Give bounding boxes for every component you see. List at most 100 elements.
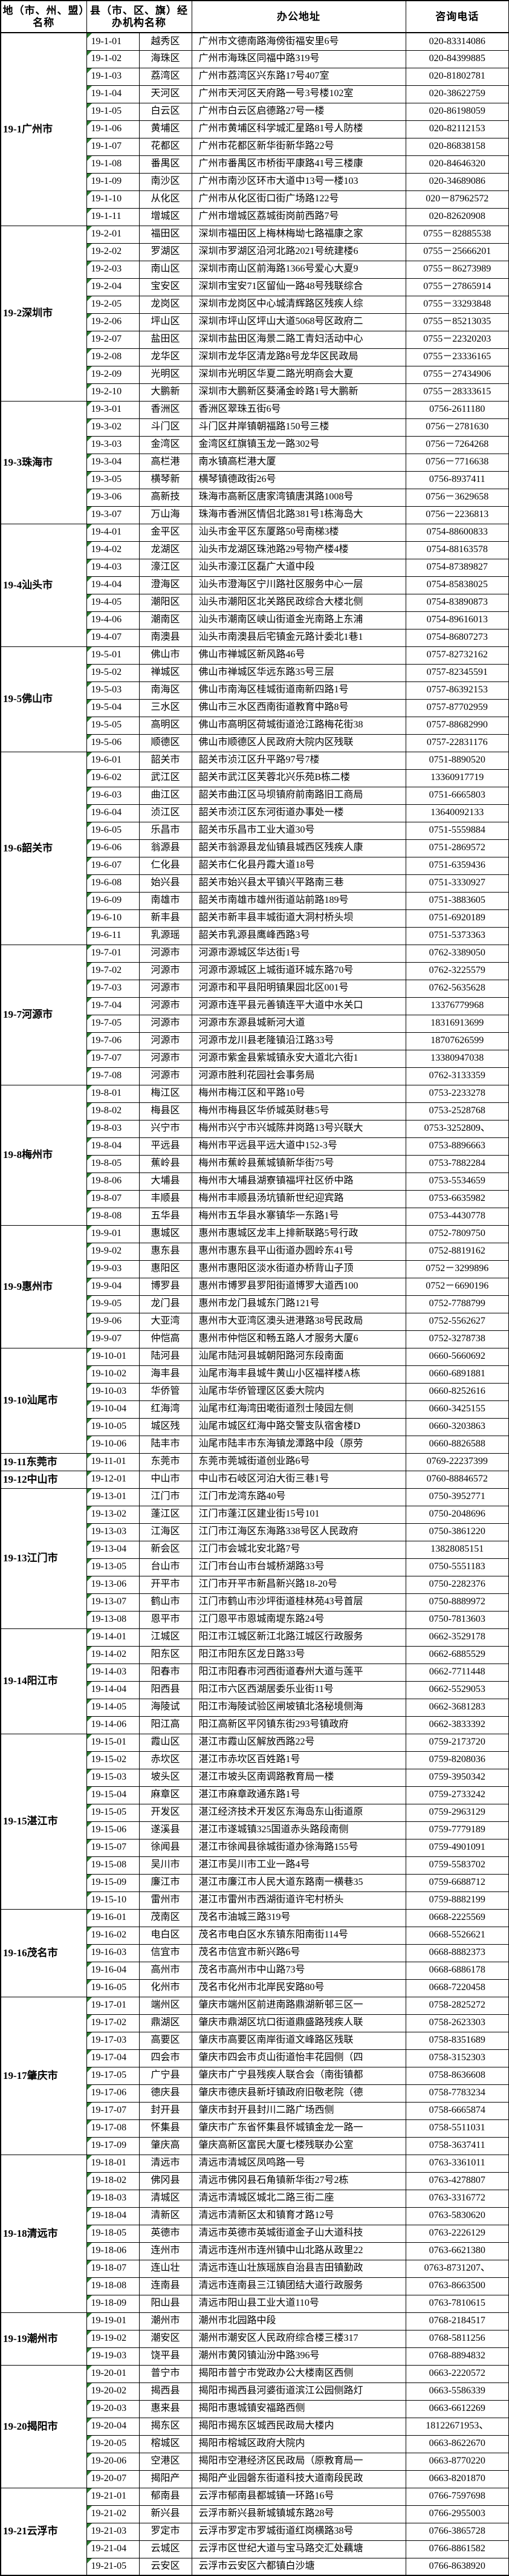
office-address-cell: 金湾区红旗镇玉龙一路302号	[191, 435, 406, 454]
table-row: 19-20-02 揭西县 揭阳市揭西县河婆街道滨江公园侧路灯 0663-5586339	[1, 2382, 509, 2401]
county-name-cell: 高新技	[138, 488, 192, 507]
county-name-cell: 清城区	[138, 2189, 192, 2208]
row-code-cell: 19-13-01	[86, 1488, 140, 1506]
cell-flag-triangle-icon	[87, 910, 92, 915]
table-row: 19-17肇庆市 19-17-01 端州区 肇庆市端州区前进南路鼎湖新邨三区一 0758…	[0, 1996, 509, 2155]
phone-number-cell: 0750-3861220	[405, 1523, 509, 1541]
table-row: 19-10-04 红海湾 汕尾市红海湾田墘街道烈士陵园左侧 0660-3425155	[1, 1400, 509, 1419]
cell-flag-triangle-icon	[87, 1892, 92, 1897]
county-name-cell: 佛山市	[138, 646, 192, 665]
row-code-cell: 19-1-03	[86, 67, 140, 86]
office-address-cell: 汕头市龙湖区珠池路29号物产楼4楼	[191, 541, 406, 559]
prefecture-cell: 19-21云浮市	[0, 2487, 87, 2576]
county-name-cell: 遂溪县	[138, 1821, 192, 1839]
county-name-cell: 天河区	[138, 85, 192, 103]
office-address-cell: 揭阳市普宁市党政办公大楼南区西侧	[191, 2364, 406, 2383]
cell-flag-triangle-icon	[87, 261, 92, 266]
row-code-cell: 19-16-03	[86, 1943, 140, 1962]
cell-flag-triangle-icon	[87, 1524, 92, 1529]
phone-number-cell: 0763-8731207、	[405, 2259, 509, 2278]
row-code-cell: 19-15-08	[86, 1856, 140, 1875]
phone-number-cell: 0663-6612269	[405, 2399, 509, 2418]
table-row: 19-2-07 盐田区 深圳市盐田区海景二路工青妇活动中心 0755－22320203	[1, 330, 509, 349]
row-code-cell: 19-9-04	[86, 1277, 140, 1296]
cell-flag-triangle-icon	[87, 1910, 92, 1914]
office-address-cell: 广州市文德南路海傍街福安里6号	[191, 32, 406, 51]
phone-number-cell: 0763-6621380	[405, 2242, 509, 2260]
office-address-cell: 清远市连山壮族瑶族自治县吉田镇勤政	[191, 2259, 406, 2278]
phone-number-cell: 0762-3389050	[405, 944, 509, 963]
table-row: 19-17-03 高要区 肇庆市高要区南岸街道文峰路区残联 0758-8351689	[1, 2031, 509, 2050]
cell-flag-triangle-icon	[87, 998, 92, 1003]
phone-number-cell: 0663-8201870	[405, 2470, 509, 2488]
office-address-cell: 肇庆市封开县封川二路广场西侧	[191, 2101, 406, 2120]
office-address-cell: 惠州市惠东县平山街道办圆岭东41号	[191, 1242, 406, 1261]
office-address-cell: 湛江市霞山区解放西路22号	[191, 1733, 406, 1752]
phone-number-cell: 0768-5811256	[405, 2329, 509, 2348]
cell-flag-triangle-icon	[87, 928, 92, 932]
prefecture-cell: 19-15湛江市	[0, 1733, 87, 1910]
row-code-cell: 19-6-08	[86, 874, 140, 893]
office-address-cell: 横琴镇德政街26号	[191, 470, 406, 489]
cell-flag-triangle-icon	[87, 805, 92, 810]
county-name-cell: 大鹏新	[138, 383, 192, 402]
phone-number-cell: 0660-5660692	[405, 1347, 509, 1366]
cell-flag-triangle-icon	[87, 226, 92, 231]
row-code-cell: 19-3-07	[86, 506, 140, 524]
table-row: 19-5佛山市 19-5-01 佛山市 佛山市禅城区新风路46号 0757-827321…	[0, 646, 509, 752]
table-row: 19-1-04 天河区 广州市天河区天府路一号3号楼102室 020-38622759	[1, 85, 509, 103]
table-row: 19-16-05 化州市 茂名市化州市北岸民安路80号 0668-7220458	[1, 1979, 509, 1997]
office-address-cell: 肇庆市德庆县新圩镇政府旧敬老院（德	[191, 2084, 406, 2103]
office-address-cell: 汕头市澄海区宁川路社区服务中心一层	[191, 576, 406, 594]
table-row: 19-3-06 高新技 珠海市高新区唐家湾镇唐淇路1008号 0756－3629658	[1, 488, 509, 507]
table-row: 19-18-02 佛冈县 清远市佛冈县石角镇新华街27号2栋 0763-4278807	[1, 2171, 509, 2190]
office-address-cell: 深圳市龙华区清龙路8号龙华区民政局	[191, 348, 406, 366]
cell-flag-triangle-icon	[87, 2225, 92, 2230]
county-name-cell: 清新区	[138, 2207, 192, 2225]
phone-number-cell: 0757-86392153	[405, 681, 509, 700]
county-name-cell: 江门市	[138, 1488, 192, 1506]
office-address-cell: 佛山市禅城区华远东路35号三层	[191, 663, 406, 682]
cell-flag-triangle-icon	[87, 893, 92, 897]
table-row: 19-1-06 黄埔区 广州市黄埔区科学城汇星路81号人防楼 020-82112153	[1, 120, 509, 138]
cell-flag-triangle-icon	[87, 1804, 92, 1809]
row-code-cell: 19-14-02	[86, 1645, 140, 1664]
cell-flag-triangle-icon	[87, 2506, 92, 2511]
cell-flag-triangle-icon	[87, 1050, 92, 1055]
office-address-cell: 揭阳市榕城区政府大院内	[191, 2435, 406, 2453]
county-name-cell: 茂南区	[138, 1908, 192, 1927]
phone-number-cell: 0756－2781630	[405, 418, 509, 437]
table-row: 19-4-04 澄海区 汕头市澄海区宁川路社区服务中心一层 0754-85838025	[1, 576, 509, 594]
office-address-cell: 湛江市遂城镇325国道赤头路段南侧	[191, 1821, 406, 1839]
cell-flag-triangle-icon	[87, 2173, 92, 2178]
office-address-cell: 珠海市香洲区情侣北路381号1栋海岛大	[191, 506, 406, 524]
county-name-cell: 榕城区	[138, 2435, 192, 2453]
phone-number-cell: 0757-87702959	[405, 698, 509, 717]
table-row: 19-21-03 罗定市 云浮市罗定市罗城街道红岗横路38号 0766-3865728	[1, 2522, 509, 2541]
table-row: 19-14阳江市 19-14-01 江城区 阳江市江城区新江北路江城区行政服务 0662…	[0, 1628, 509, 1734]
table-row: 19-10-02 海丰县 汕尾市海丰县城牛黄山小区福祥楼A栋 0660-6891881	[1, 1365, 509, 1384]
row-code-cell: 19-2-05	[86, 295, 140, 314]
county-name-cell: 越秀区	[138, 32, 192, 51]
row-code-cell: 19-8-04	[86, 1137, 140, 1156]
cell-flag-triangle-icon	[87, 1085, 92, 1090]
cell-flag-triangle-icon	[87, 2330, 92, 2335]
table-row: 19-13-02 蓬江区 江门市蓬江区建业街15号101 0750-2048696	[1, 1505, 509, 1524]
table-row: 19-10-03 华侨管 汕尾市华侨管理区区委大院内 0660-8252616	[1, 1382, 509, 1401]
county-name-cell: 白云区	[138, 102, 192, 121]
office-address-cell: 梅州市五华县水寨镇华一东路1号	[191, 1207, 406, 1226]
office-address-cell: 佛山市高明区荷城街道沧江路梅花街38	[191, 716, 406, 735]
table-row: 19-21-04 云城区 云浮市区世纪大道与宝马路交汇处藕塘 0766-8861582	[1, 2540, 509, 2558]
table-row: 19-6-03 曲江区 韶关市曲江区马坝镇府前南路旧工商局 0751-6665803	[1, 786, 509, 805]
phone-number-cell: 0752－3299896	[405, 1260, 509, 1278]
office-address-cell: 广州市海珠区同福中路319号	[191, 50, 406, 68]
row-code-cell: 19-18-06	[86, 2242, 140, 2260]
phone-number-cell: 0751-3330927	[405, 874, 509, 893]
phone-number-cell: 0759-2733242	[405, 1786, 509, 1804]
phone-number-cell: 020-81802781	[405, 67, 509, 86]
office-address-cell: 韶关市曲江区马坝镇府前南路旧工商局	[191, 786, 406, 805]
county-name-cell: 阳春市	[138, 1663, 192, 1682]
table-row: 19-14-03 阳春市 阳江市阳春市河西街道春州大道与莲平 0662-7711448	[1, 1663, 509, 1682]
row-code-cell: 19-17-05	[86, 2066, 140, 2085]
phone-number-cell: 020-84399885	[405, 50, 509, 68]
